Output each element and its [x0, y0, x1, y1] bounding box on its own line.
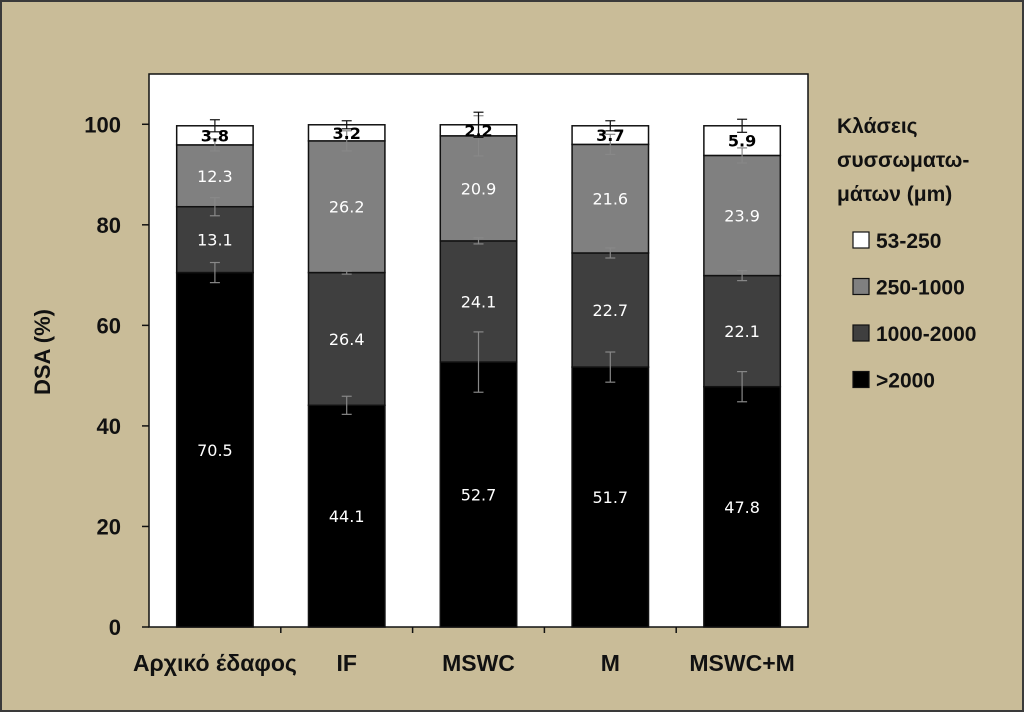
bar-segment — [307, 271, 386, 407]
legend-item-label: 250-1000 — [876, 277, 965, 300]
y-axis-label: DSA (%) — [30, 309, 55, 395]
segment-value-label: 23.9 — [724, 207, 760, 226]
segment-value-label: 13.1 — [197, 231, 233, 250]
segment-value-label: 26.2 — [329, 198, 365, 217]
x-axis: Αρχικό έδαφος IF MSWC M MSWC+M — [133, 627, 795, 676]
y-tick-label: 80 — [97, 213, 121, 238]
legend-swatch — [852, 370, 870, 389]
segment-value-label: 26.4 — [329, 330, 365, 349]
y-tick-label: 100 — [84, 112, 121, 137]
bar-segment — [703, 385, 782, 628]
bar-segment — [307, 140, 386, 274]
segment-value-label: 5.9 — [728, 132, 756, 151]
y-tick-label: 20 — [97, 514, 121, 539]
segment-value-label: 51.7 — [592, 488, 628, 507]
x-tick-label: MSWC — [442, 650, 515, 676]
segment-value-label: 3.7 — [596, 126, 624, 145]
bar-segment — [307, 404, 386, 628]
segment-value-label: 47.8 — [724, 498, 760, 517]
legend-swatch — [852, 277, 870, 296]
segment-labels-group: 70.5 13.1 12.3 3.8 44.1 26.4 26.2 3.2 52.7 24.1 20… — [197, 121, 760, 526]
x-tick-label: M — [601, 650, 620, 676]
legend-item-label: >2000 — [876, 370, 935, 393]
bar-segment — [175, 205, 254, 274]
legend-item-label: 53-250 — [876, 230, 941, 253]
segment-value-label: 2.2 — [464, 121, 492, 140]
segment-value-label: 20.9 — [461, 179, 497, 198]
bar-segment — [571, 366, 650, 628]
segment-value-label: 70.5 — [197, 441, 233, 460]
x-tick-label: IF — [336, 650, 356, 676]
bar-segment — [571, 252, 650, 368]
legend-title: μάτων (μm) — [837, 183, 952, 206]
bar-segment — [439, 361, 518, 628]
legend-title: Κλάσεις — [837, 115, 918, 138]
legend-swatch — [852, 324, 870, 342]
segment-value-label: 22.1 — [724, 322, 760, 341]
x-tick-label: Αρχικό έδαφος — [133, 650, 297, 676]
segment-value-label: 3.2 — [333, 124, 361, 143]
error-bars-group — [209, 111, 748, 415]
bar-segment — [703, 274, 782, 388]
y-tick-label: 40 — [97, 414, 121, 439]
segment-value-label: 21.6 — [592, 190, 628, 209]
segment-value-label: 22.7 — [592, 301, 628, 320]
y-tick-label: 60 — [97, 313, 121, 338]
segment-value-label: 44.1 — [329, 507, 365, 526]
x-tick-label: MSWC+M — [689, 650, 794, 676]
segment-value-label: 52.7 — [461, 486, 497, 505]
legend-title: συσσωματω- — [837, 149, 969, 172]
legend: Κλάσεις συσσωματω-μάτων (μm) 53-250 250-100… — [837, 115, 976, 393]
legend-swatch — [852, 231, 870, 249]
y-tick-label: 0 — [109, 615, 121, 640]
segment-value-label: 12.3 — [197, 167, 233, 186]
legend-item-label: 1000-2000 — [876, 323, 976, 346]
segment-value-label: 3.8 — [201, 126, 229, 145]
y-axis: 0 20 40 60 80 100 — [84, 112, 149, 640]
segment-value-label: 24.1 — [461, 292, 497, 311]
